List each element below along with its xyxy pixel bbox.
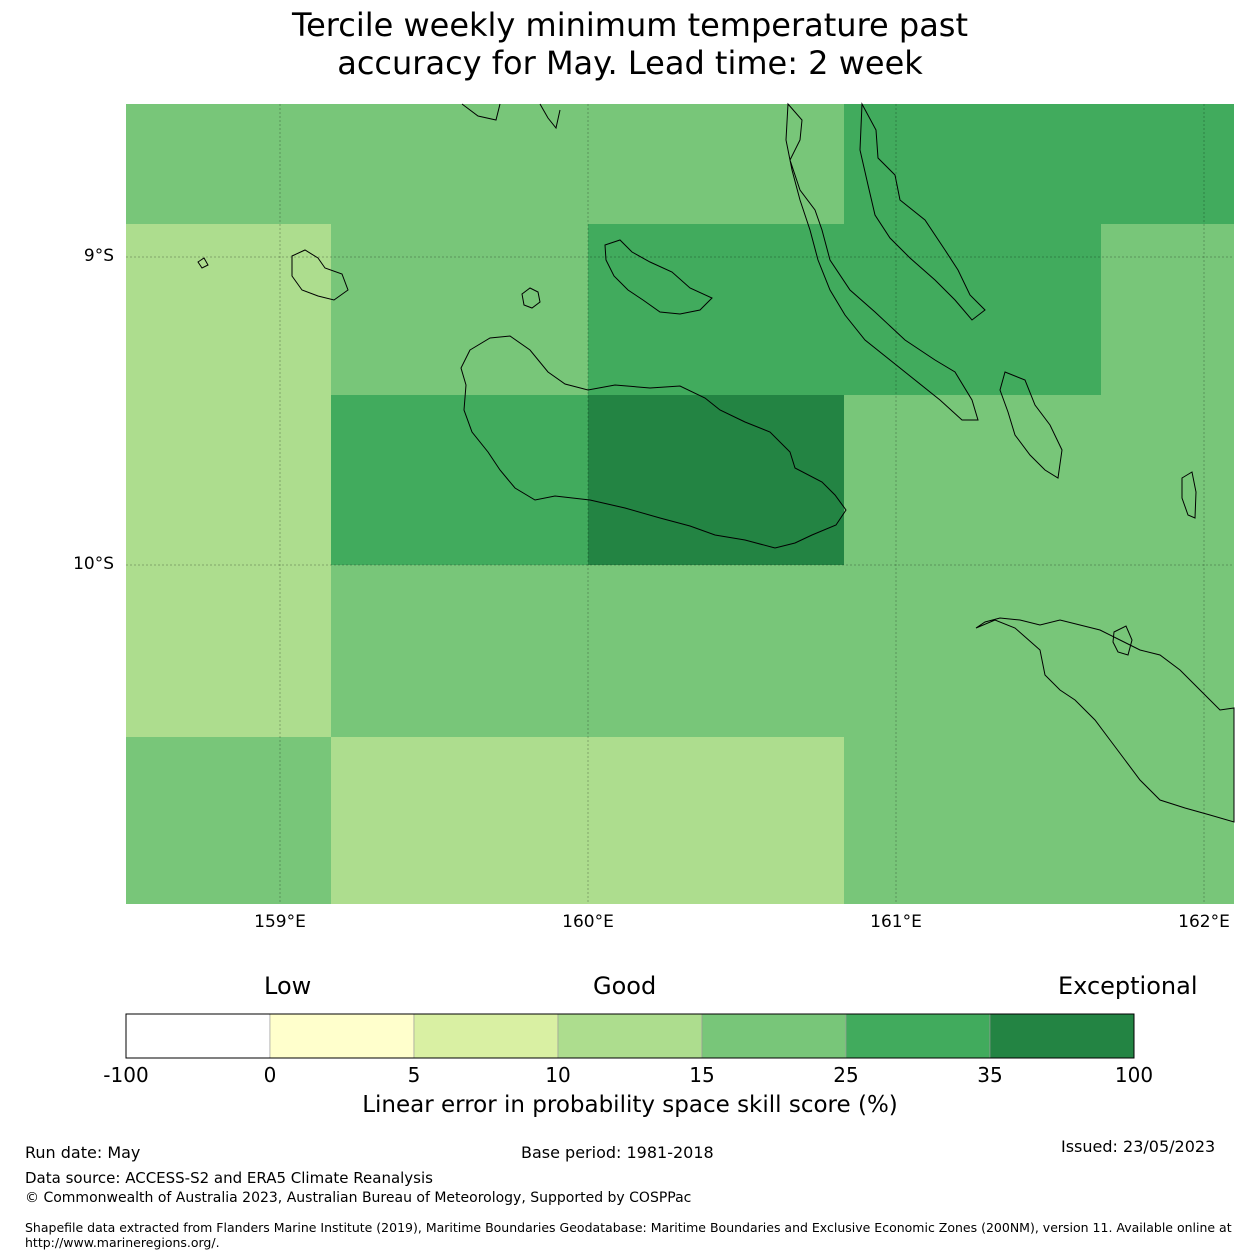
title-line-2: accuracy for May. Lead time: 2 week	[337, 44, 923, 82]
shapefile-credit-line-2: http://www.marineregions.org/.	[25, 1235, 220, 1250]
colorbar-swatch	[125, 1013, 271, 1059]
grid-cell	[588, 224, 1101, 395]
small-island-east	[1181, 471, 1197, 519]
north-coast	[461, 103, 501, 121]
russell-islands-coast	[291, 249, 349, 301]
colorbar-tick: -100	[103, 1063, 149, 1087]
grid-cell	[844, 104, 1234, 224]
grid-cell	[844, 565, 1234, 904]
graticule	[126, 104, 1234, 904]
grid-cell	[844, 395, 1234, 565]
colorbar-tick: 100	[1114, 1063, 1154, 1087]
grid-cell	[126, 737, 331, 904]
lat-label-9s: 9°S	[83, 246, 114, 266]
small-island-west	[197, 257, 209, 269]
colorbar-tick: 10	[545, 1063, 571, 1087]
isabel-coast	[785, 102, 979, 421]
copyright: © Commonwealth of Australia 2023, Austra…	[25, 1190, 692, 1206]
base-period: Base period: 1981-2018	[521, 1143, 714, 1162]
grid-cell	[126, 224, 331, 737]
grid-cell	[331, 395, 588, 565]
colorbar-tick: 0	[263, 1063, 277, 1087]
colorbar-category-low: Low	[264, 972, 312, 1000]
grid-cell	[588, 395, 844, 565]
colorbar-label: Linear error in probability space skill …	[362, 1092, 898, 1118]
colorbar-swatch	[845, 1013, 991, 1059]
malaita-coast	[999, 371, 1063, 479]
coastlines	[197, 102, 1235, 823]
title-line-1: Tercile weekly minimum temperature past	[291, 6, 969, 44]
guadalcanal-coast	[460, 335, 847, 549]
chart-title: Tercile weekly minimum temperature past …	[0, 6, 1260, 82]
grid-cell	[331, 737, 844, 904]
san-cristobal-coast	[975, 617, 1235, 823]
north-coast-2	[539, 103, 561, 130]
colorbar-category-exceptional: Exceptional	[1058, 972, 1198, 1000]
colorbar-tick: 25	[833, 1063, 859, 1087]
issued-date: Issued: 23/05/2023	[1061, 1137, 1216, 1156]
colorbar-category-good: Good	[593, 972, 657, 1000]
savo-island-coast	[521, 287, 541, 309]
lat-label-10s: 10°S	[73, 554, 114, 574]
colorbar-tick: 35	[977, 1063, 1003, 1087]
florida-islands-coast	[604, 239, 713, 315]
shapefile-credit-line-1: Shapefile data extracted from Flanders M…	[25, 1220, 1232, 1235]
grid-cell	[331, 565, 844, 737]
skill-grid	[126, 104, 1234, 904]
northeast-coast	[859, 102, 986, 321]
data-source: Data source: ACCESS-S2 and ERA5 Climate …	[25, 1169, 433, 1187]
lon-label-162e: 162°E	[1178, 912, 1230, 932]
colorbar-outline	[125, 1013, 1135, 1059]
small-island-southeast	[1112, 625, 1133, 656]
colorbar-tick: 15	[689, 1063, 715, 1087]
colorbar-swatch	[269, 1013, 415, 1059]
colorbar-tick: 5	[407, 1063, 421, 1087]
colorbar-swatch	[989, 1013, 1135, 1059]
colorbar-swatch	[413, 1013, 559, 1059]
colorbar	[125, 1013, 1135, 1059]
grid-cell	[331, 224, 588, 395]
lon-label-160e: 160°E	[562, 912, 614, 932]
grid-cell	[126, 104, 844, 224]
run-date: Run date: May	[25, 1143, 141, 1162]
colorbar-swatch	[557, 1013, 703, 1059]
colorbar-swatch	[701, 1013, 847, 1059]
lon-label-161e: 161°E	[870, 912, 922, 932]
lon-label-159e: 159°E	[254, 912, 306, 932]
grid-cell	[1101, 224, 1234, 395]
